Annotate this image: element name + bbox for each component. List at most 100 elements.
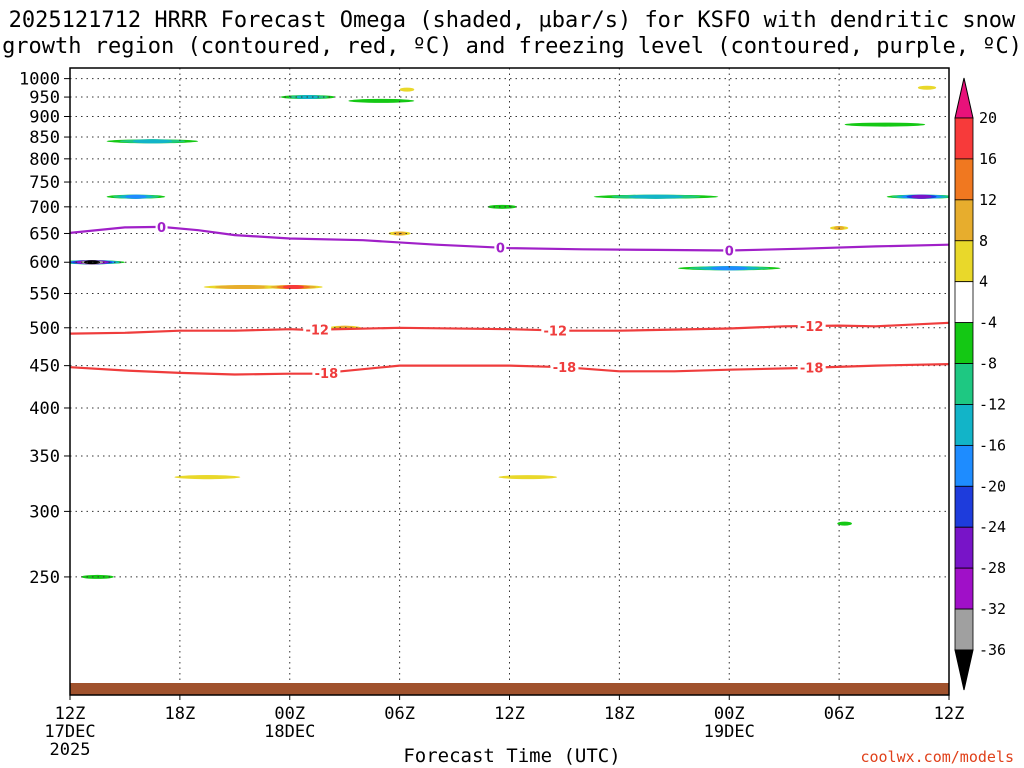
colorbar-box-6 <box>954 363 974 405</box>
descent-i-level-0 <box>917 85 937 90</box>
contour-line-0 <box>69 363 950 376</box>
x-tick-label-18: 06Z <box>384 704 415 724</box>
contour-label-1-1: -12 <box>544 324 568 339</box>
colorbar-label-4: 4 <box>979 273 988 291</box>
descent-g-level-0 <box>399 87 415 92</box>
colorbar-box-7 <box>954 404 974 446</box>
descent-b-level-2 <box>226 285 262 290</box>
colorbar-label-7: -12 <box>979 395 1006 413</box>
y-tick-label-500: 500 <box>29 319 60 339</box>
y-tick-label-800: 800 <box>29 150 60 170</box>
colorbar-box-0 <box>954 117 974 160</box>
colorbar-label-11: -28 <box>979 559 1006 577</box>
contour-label-2-2: 0 <box>725 244 734 259</box>
contour-label-1-2: -12 <box>800 320 824 335</box>
y-tick-label-700: 700 <box>29 198 60 218</box>
contour-label-0-2: -18 <box>800 362 824 377</box>
y-tick-label-850: 850 <box>29 128 60 148</box>
contour-label-0-1: -18 <box>553 361 577 376</box>
y-tick-label-450: 450 <box>29 357 60 377</box>
colorbar-box-1 <box>954 158 974 201</box>
contour-label-bg-1-2 <box>797 318 826 333</box>
ascent-d-level-2 <box>296 95 320 100</box>
y-tick-label-750: 750 <box>29 173 60 193</box>
contour-label-2-0: 0 <box>157 221 166 236</box>
colorbar-label-12: -32 <box>979 600 1006 618</box>
y-tick-label-900: 900 <box>29 107 60 127</box>
ascent-i-level-5 <box>911 194 932 199</box>
title-line-2: growth region (contoured, red, ºC) and f… <box>2 34 1022 59</box>
colorbar-box-8 <box>954 444 974 487</box>
contour-label-2-1: 0 <box>496 242 505 257</box>
colorbar-label-10: -24 <box>979 518 1006 536</box>
y-tick-label-950: 950 <box>29 88 60 108</box>
y-tick-label-650: 650 <box>29 224 60 244</box>
y-axis: 2503003504004505005506006507007508008509… <box>19 70 70 588</box>
colorbar-box-5 <box>954 322 974 364</box>
colorbar-label-3: 8 <box>979 232 988 250</box>
descent-a-level-1 <box>188 475 227 480</box>
y-tick-label-600: 600 <box>29 253 60 273</box>
colorbar-top-arrow <box>954 77 974 119</box>
colorbar-label-1: 16 <box>979 150 997 168</box>
x-tick-label-24: 12Z <box>494 704 525 724</box>
x-axis-title: Forecast Time (UTC) <box>403 745 621 767</box>
colorbar-label-5: -4 <box>979 314 997 332</box>
temperature-contours: -18 -18 -18 -12 -12 -12 0 0 0 <box>69 219 950 382</box>
x-tick-date-36: 19DEC <box>704 722 755 742</box>
colorbar-label-6: -8 <box>979 355 997 373</box>
title-line-1: 2025121712 HRRR Forecast Omega (shaded, … <box>8 8 1016 33</box>
contour-label-bg-0-0 <box>312 365 341 380</box>
ascent-c-level-2 <box>132 139 173 144</box>
descent-f-level-0 <box>498 475 558 480</box>
colorbar-box-12 <box>954 608 974 651</box>
colorbar-box-2 <box>954 199 974 242</box>
y-tick-label-300: 300 <box>29 502 60 522</box>
y-tick-label-250: 250 <box>29 568 60 588</box>
x-tick-label-42: 06Z <box>824 704 855 724</box>
colorbar-label-13: -36 <box>979 641 1006 659</box>
contour-line-2 <box>69 225 950 252</box>
x-tick-label-30: 18Z <box>604 704 635 724</box>
chart-title: 2025121712 HRRR Forecast Omega (shaded, … <box>0 8 1024 60</box>
contour-label-bg-2-0 <box>155 219 168 234</box>
colorbar-box-3 <box>954 240 974 283</box>
ascent-g-level-2 <box>629 194 683 199</box>
credit-text: coolwx.com/models <box>860 748 1014 766</box>
x-tick-label-6: 18Z <box>165 704 196 724</box>
contour-label-bg-0-2 <box>797 360 826 375</box>
ascent-e-level-0 <box>348 98 415 103</box>
colorbar-label-0: 20 <box>979 109 997 127</box>
colorbar-box-11 <box>954 567 974 610</box>
colorbar-box-4 <box>954 281 974 324</box>
ascent-b-level-3 <box>125 194 147 199</box>
ascent-k-level-0 <box>837 521 852 526</box>
terrain-strip <box>70 683 949 695</box>
colorbar-label-9: -20 <box>979 477 1006 495</box>
x-tick-year-0: 2025 <box>50 740 91 760</box>
colorbar: 20 16 12 8 4 -4 -8 -12 -16 -20 -24 -28 -32 -36 <box>954 77 1006 691</box>
x-tick-label-0: 12Z <box>55 704 86 724</box>
descent-c-level-3 <box>282 285 305 290</box>
contour-label-bg-2-1 <box>494 240 507 255</box>
x-tick-label-36: 00Z <box>714 704 745 724</box>
omega-shading <box>70 85 949 579</box>
contour-label-1-0: -12 <box>305 324 329 339</box>
x-tick-date-0: 17DEC <box>44 722 95 742</box>
x-tick-label-48: 12Z <box>934 704 965 724</box>
contour-label-bg-1-1 <box>541 323 570 338</box>
ascent-j-level-0 <box>844 122 926 127</box>
contour-label-bg-0-1 <box>550 360 579 375</box>
colorbar-label-8: -16 <box>979 436 1006 454</box>
ascent-a-level-8 <box>83 260 101 265</box>
colorbar-label-2: 12 <box>979 191 997 209</box>
x-tick-date-12: 18DEC <box>264 722 315 742</box>
ascent-l-level-0 <box>80 574 114 579</box>
y-tick-label-350: 350 <box>29 447 60 467</box>
colorbar-box-10 <box>954 526 974 569</box>
colorbar-box-9 <box>954 485 974 528</box>
contour-label-0-0: -18 <box>315 367 339 382</box>
y-tick-label-550: 550 <box>29 285 60 305</box>
